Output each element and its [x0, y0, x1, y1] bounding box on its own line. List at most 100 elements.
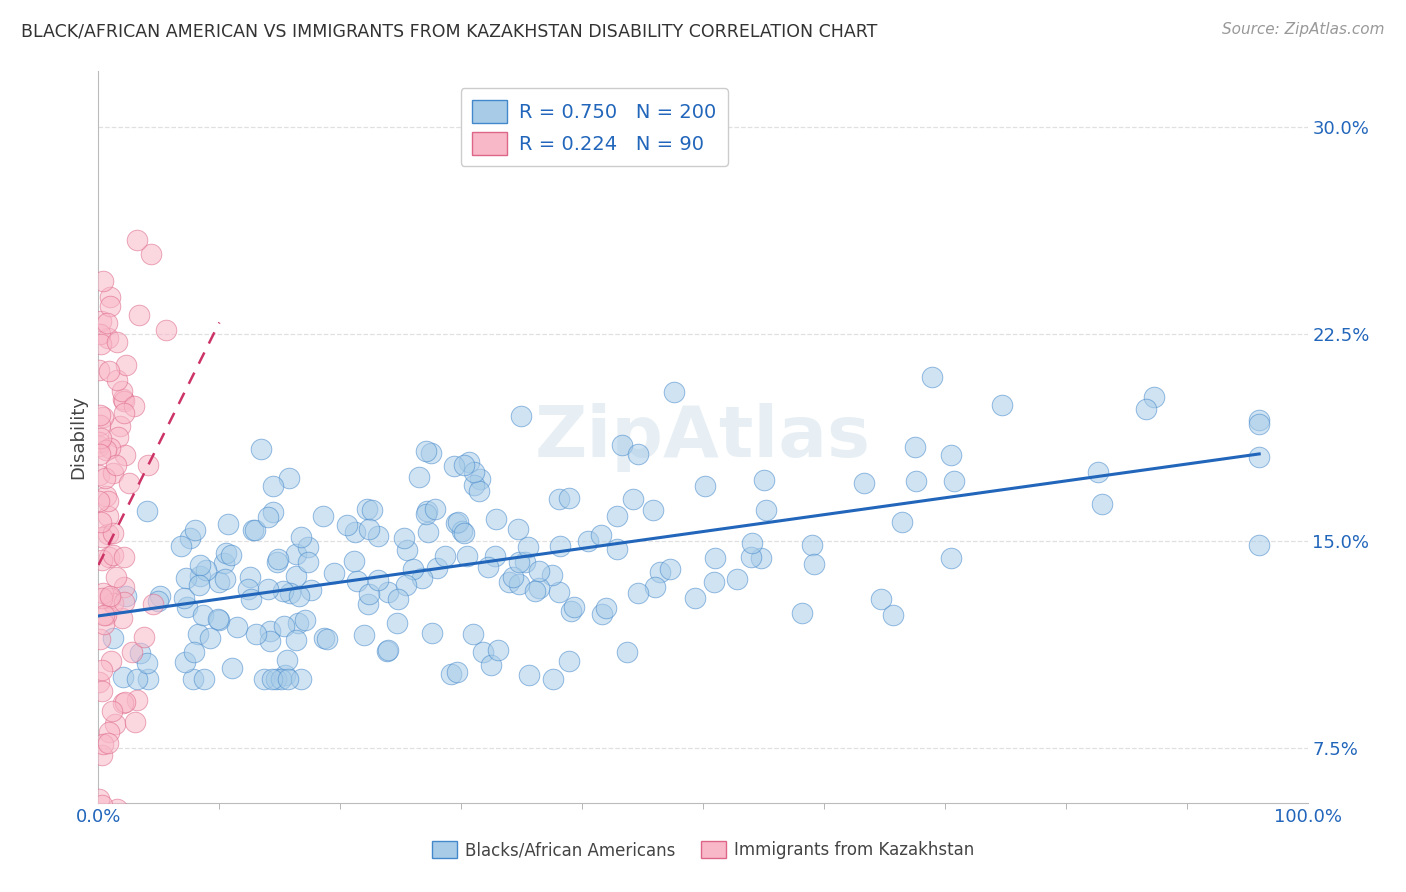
- Point: [90, 663, 112, 677]
- Point: [1087, 465, 1109, 479]
- Point: [96, 809, 118, 823]
- Point: [114, 695, 136, 709]
- Point: [179, 531, 201, 545]
- Point: [278, 471, 301, 485]
- Point: [353, 628, 375, 642]
- Point: [214, 572, 236, 586]
- Point: [111, 697, 134, 711]
- Point: [96, 494, 118, 508]
- Point: [360, 503, 382, 517]
- Point: [479, 657, 502, 672]
- Point: [463, 478, 485, 492]
- Point: [703, 550, 725, 565]
- Point: [426, 561, 449, 575]
- Point: [1135, 402, 1157, 417]
- Point: [89, 408, 111, 422]
- Point: [94, 489, 117, 503]
- Point: [703, 574, 725, 589]
- Point: [749, 550, 772, 565]
- Point: [297, 555, 319, 569]
- Point: [149, 590, 172, 604]
- Point: [89, 447, 111, 461]
- Point: [183, 645, 205, 659]
- Point: [94, 809, 117, 823]
- Point: [395, 578, 418, 592]
- Point: [540, 567, 562, 582]
- Point: [90, 683, 112, 698]
- Point: [471, 644, 494, 658]
- Point: [543, 672, 565, 686]
- Point: [111, 384, 134, 398]
- Point: [188, 558, 211, 573]
- Point: [101, 704, 124, 718]
- Point: [134, 630, 156, 644]
- Point: [1249, 417, 1271, 432]
- Point: [755, 502, 778, 516]
- Point: [125, 692, 148, 706]
- Point: [367, 529, 389, 543]
- Point: [112, 393, 135, 408]
- Point: [225, 619, 247, 633]
- Point: [527, 565, 550, 579]
- Point: [290, 530, 312, 544]
- Point: [98, 290, 121, 304]
- Point: [280, 586, 302, 600]
- Point: [242, 523, 264, 537]
- Point: [215, 546, 238, 560]
- Point: [725, 572, 748, 586]
- Point: [87, 363, 110, 377]
- Point: [484, 549, 506, 563]
- Point: [458, 455, 481, 469]
- Point: [754, 473, 776, 487]
- Point: [214, 556, 236, 570]
- Point: [882, 607, 904, 622]
- Point: [93, 616, 115, 631]
- Point: [396, 542, 419, 557]
- Point: [792, 606, 814, 620]
- Point: [252, 672, 274, 686]
- Point: [461, 627, 484, 641]
- Point: [90, 314, 112, 328]
- Point: [299, 582, 322, 597]
- Point: [193, 672, 215, 686]
- Point: [184, 523, 207, 537]
- Point: [173, 591, 195, 605]
- Point: [87, 467, 110, 482]
- Point: [105, 458, 128, 472]
- Point: [89, 632, 111, 647]
- Point: [359, 522, 381, 536]
- Point: [94, 470, 117, 484]
- Point: [659, 562, 682, 576]
- Point: [695, 479, 717, 493]
- Point: [262, 672, 284, 686]
- Point: [97, 736, 120, 750]
- Point: [1249, 538, 1271, 552]
- Point: [240, 592, 263, 607]
- Point: [115, 358, 138, 372]
- Point: [245, 523, 267, 537]
- Point: [516, 541, 538, 555]
- Point: [136, 504, 159, 518]
- Point: [422, 625, 444, 640]
- Point: [627, 447, 650, 461]
- Point: [852, 475, 875, 490]
- Point: [111, 611, 134, 625]
- Point: [467, 484, 489, 499]
- Point: [273, 667, 295, 681]
- Point: [97, 526, 120, 541]
- Point: [558, 491, 581, 506]
- Point: [90, 553, 112, 567]
- Point: [195, 563, 218, 577]
- Point: [443, 458, 465, 473]
- Point: [87, 434, 110, 449]
- Point: [510, 409, 533, 423]
- Point: [359, 587, 381, 601]
- Point: [375, 644, 398, 658]
- Point: [800, 539, 823, 553]
- Point: [97, 331, 120, 345]
- Point: [939, 448, 962, 462]
- Point: [273, 619, 295, 633]
- Point: [93, 274, 115, 288]
- Point: [219, 548, 242, 562]
- Point: [576, 534, 599, 549]
